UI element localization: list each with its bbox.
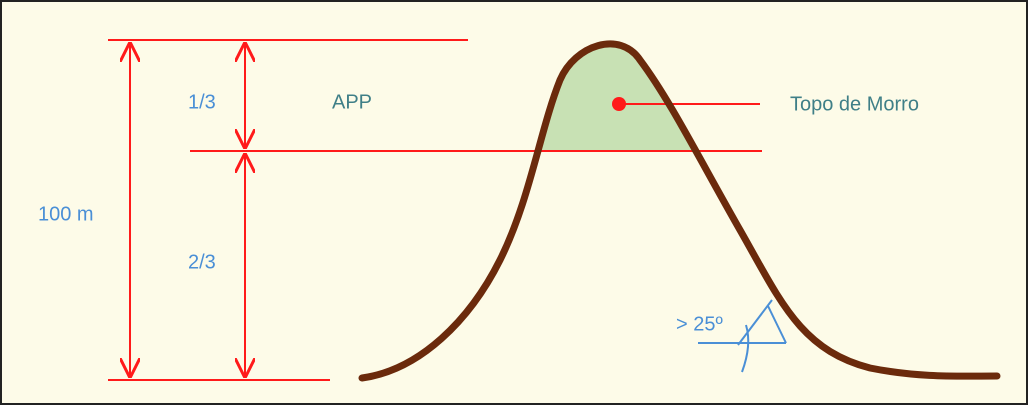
diagram: 1/3 APP Topo de Morro 100 m 2/3 > 25º [0,0,1032,409]
label-slope: > 25º [676,313,723,335]
label-app: APP [332,91,372,113]
hilltop-dot [612,97,626,111]
label-hilltop: Topo de Morro [790,93,919,115]
label-lower-two-thirds: 2/3 [188,251,216,273]
label-height: 100 m [38,203,94,225]
frame [1,1,1027,404]
label-top-third: 1/3 [188,91,216,113]
